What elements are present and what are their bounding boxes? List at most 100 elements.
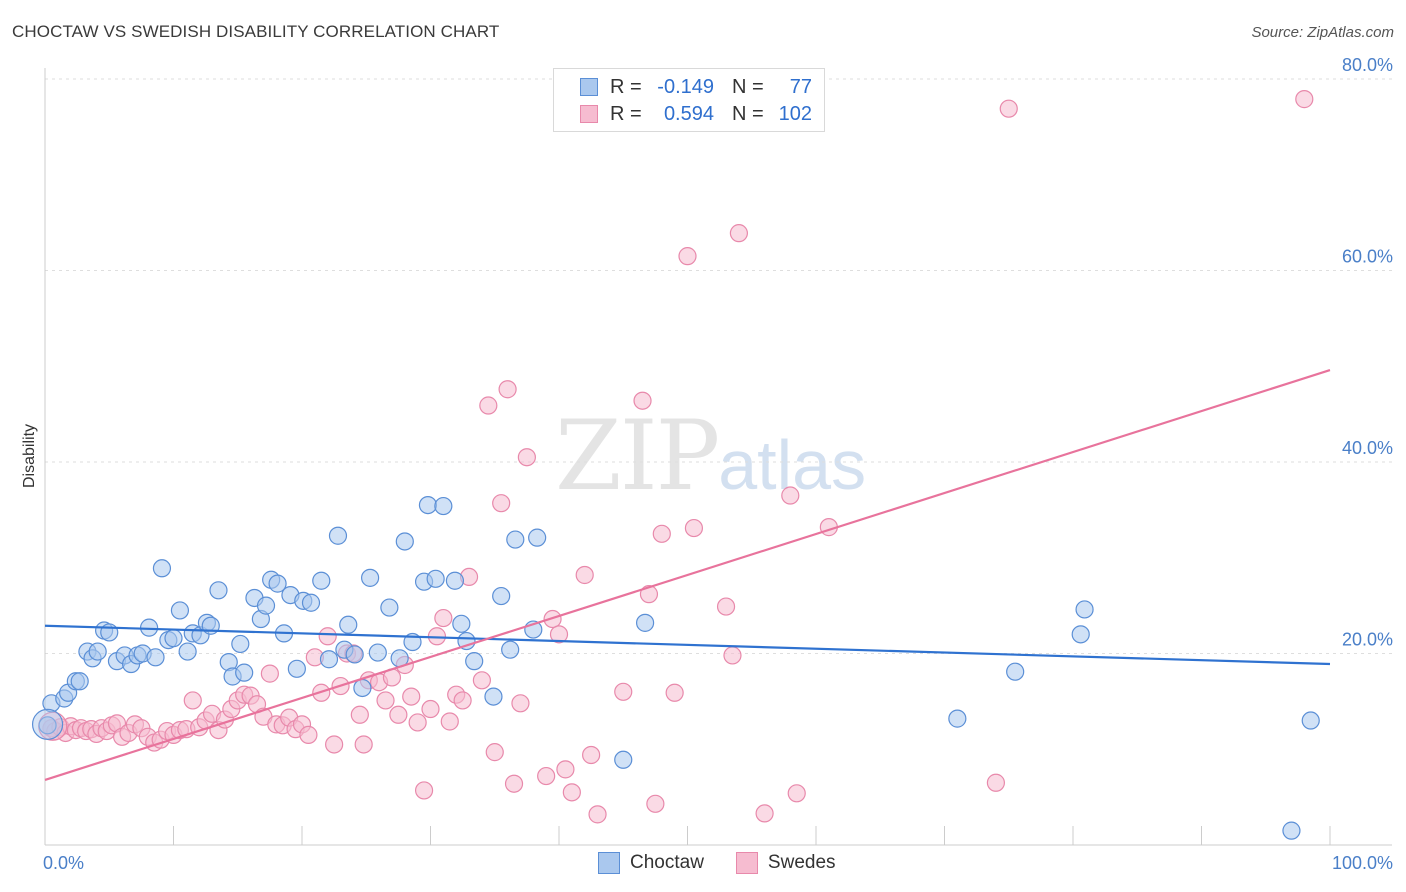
swedes-point[interactable] — [325, 735, 344, 754]
swedes-point[interactable] — [504, 774, 524, 793]
swedes-point[interactable] — [1295, 90, 1314, 109]
swedes-point[interactable] — [434, 608, 453, 628]
choctaw-point[interactable] — [345, 645, 364, 664]
choctaw-point[interactable] — [146, 648, 165, 667]
choctaw-point[interactable] — [301, 593, 321, 612]
choctaw-point[interactable] — [1301, 711, 1320, 730]
choctaw-point[interactable] — [231, 634, 250, 654]
choctaw-point[interactable] — [209, 581, 228, 600]
swedes-point[interactable] — [562, 783, 581, 802]
choctaw-point[interactable] — [1282, 821, 1301, 840]
choctaw-point[interactable] — [164, 629, 183, 648]
y-axis-label: Disability — [21, 424, 38, 488]
y-tick-label: 20.0% — [1342, 630, 1393, 650]
choctaw-point[interactable] — [319, 650, 339, 669]
choctaw-point[interactable] — [635, 613, 655, 632]
swedes-point[interactable] — [729, 224, 749, 243]
choctaw-point[interactable] — [178, 642, 197, 661]
choctaw-point[interactable] — [368, 643, 387, 662]
swedes-point[interactable] — [665, 683, 684, 702]
choctaw-point[interactable] — [465, 652, 484, 671]
choctaw-point[interactable] — [948, 709, 967, 728]
choctaw-point[interactable] — [484, 687, 503, 706]
swedes-point[interactable] — [299, 725, 318, 744]
swedes-point[interactable] — [354, 735, 373, 754]
swedes-point[interactable] — [556, 760, 575, 779]
choctaw-point[interactable] — [353, 678, 372, 698]
swedes-point[interactable] — [787, 784, 806, 803]
choctaw-point[interactable] — [426, 569, 445, 588]
swedes-point[interactable] — [402, 687, 421, 706]
swedes-point[interactable] — [537, 766, 556, 786]
swedes-point[interactable] — [440, 712, 459, 731]
choctaw-point[interactable] — [339, 615, 358, 634]
choctaw-point[interactable] — [380, 598, 399, 617]
choctaw-point[interactable] — [501, 640, 520, 659]
swedes-point[interactable] — [582, 745, 601, 765]
swedes-point[interactable] — [614, 682, 633, 701]
swedes-point[interactable] — [492, 494, 511, 513]
watermark: ZIPatlas — [555, 400, 866, 512]
swedes-point[interactable] — [414, 781, 434, 800]
choctaw-point[interactable] — [170, 601, 190, 620]
choctaw-point[interactable] — [235, 663, 254, 682]
choctaw-point[interactable] — [445, 571, 465, 590]
swedes-point[interactable] — [639, 585, 659, 604]
swedes-point[interactable] — [453, 691, 472, 710]
swedes-point[interactable] — [376, 691, 395, 710]
swedes-point[interactable] — [646, 794, 665, 813]
choctaw-point[interactable] — [506, 530, 525, 549]
n-label: N = — [732, 102, 764, 125]
swedes-point[interactable] — [678, 247, 697, 266]
swedes-point[interactable] — [588, 805, 607, 824]
swedes-point[interactable] — [479, 396, 498, 415]
swedes-point[interactable] — [511, 694, 530, 713]
choctaw-point[interactable] — [1006, 662, 1025, 681]
choctaw-point[interactable] — [328, 526, 348, 545]
swedes-point[interactable] — [684, 518, 704, 538]
choctaw-point[interactable] — [70, 672, 89, 691]
swedes-point[interactable] — [389, 705, 408, 724]
swedes-point[interactable] — [498, 380, 517, 399]
swedes-point[interactable] — [183, 691, 202, 710]
choctaw-point[interactable] — [287, 659, 306, 678]
swedes-point[interactable] — [755, 804, 774, 823]
swedes-point[interactable] — [517, 448, 536, 467]
swedes-point[interactable] — [716, 597, 736, 616]
swedes-point[interactable] — [723, 646, 742, 665]
choctaw-point[interactable] — [528, 528, 547, 547]
swedes-point[interactable] — [575, 565, 594, 585]
choctaw-point[interactable] — [614, 750, 633, 769]
choctaw-point[interactable] — [1071, 625, 1090, 644]
choctaw-point[interactable] — [452, 614, 471, 633]
swedes-point[interactable] — [318, 627, 337, 646]
swedes-point[interactable] — [350, 705, 369, 724]
choctaw-point[interactable] — [38, 716, 57, 735]
swedes-point[interactable] — [485, 743, 504, 762]
choctaw-point[interactable] — [361, 568, 380, 587]
choctaw-point[interactable] — [268, 574, 287, 593]
choctaw-point[interactable] — [88, 642, 107, 661]
choctaw-point[interactable] — [434, 496, 453, 516]
choctaw-point[interactable] — [418, 495, 438, 515]
legend-item-choctaw[interactable]: Choctaw — [598, 852, 704, 874]
choctaw-point[interactable] — [152, 559, 172, 578]
choctaw-point[interactable] — [312, 571, 331, 590]
choctaw-point[interactable] — [31, 708, 64, 740]
choctaw-point[interactable] — [1075, 600, 1094, 619]
swedes-point[interactable] — [986, 773, 1006, 792]
choctaw-point[interactable] — [256, 596, 276, 615]
legend-item-swedes[interactable]: Swedes — [735, 852, 836, 874]
swedes-point[interactable] — [652, 524, 671, 543]
choctaw-point[interactable] — [457, 631, 476, 651]
swedes-point[interactable] — [549, 625, 569, 644]
swedes-point[interactable] — [633, 391, 652, 410]
swedes-point[interactable] — [408, 713, 427, 732]
swedes-point[interactable] — [781, 486, 800, 505]
choctaw-point[interactable] — [395, 532, 414, 551]
swedes-point[interactable] — [472, 671, 491, 690]
swedes-point[interactable] — [260, 664, 279, 683]
swedes-point[interactable] — [999, 99, 1018, 118]
choctaw-point[interactable] — [492, 586, 511, 606]
swedes-point[interactable] — [421, 699, 440, 719]
